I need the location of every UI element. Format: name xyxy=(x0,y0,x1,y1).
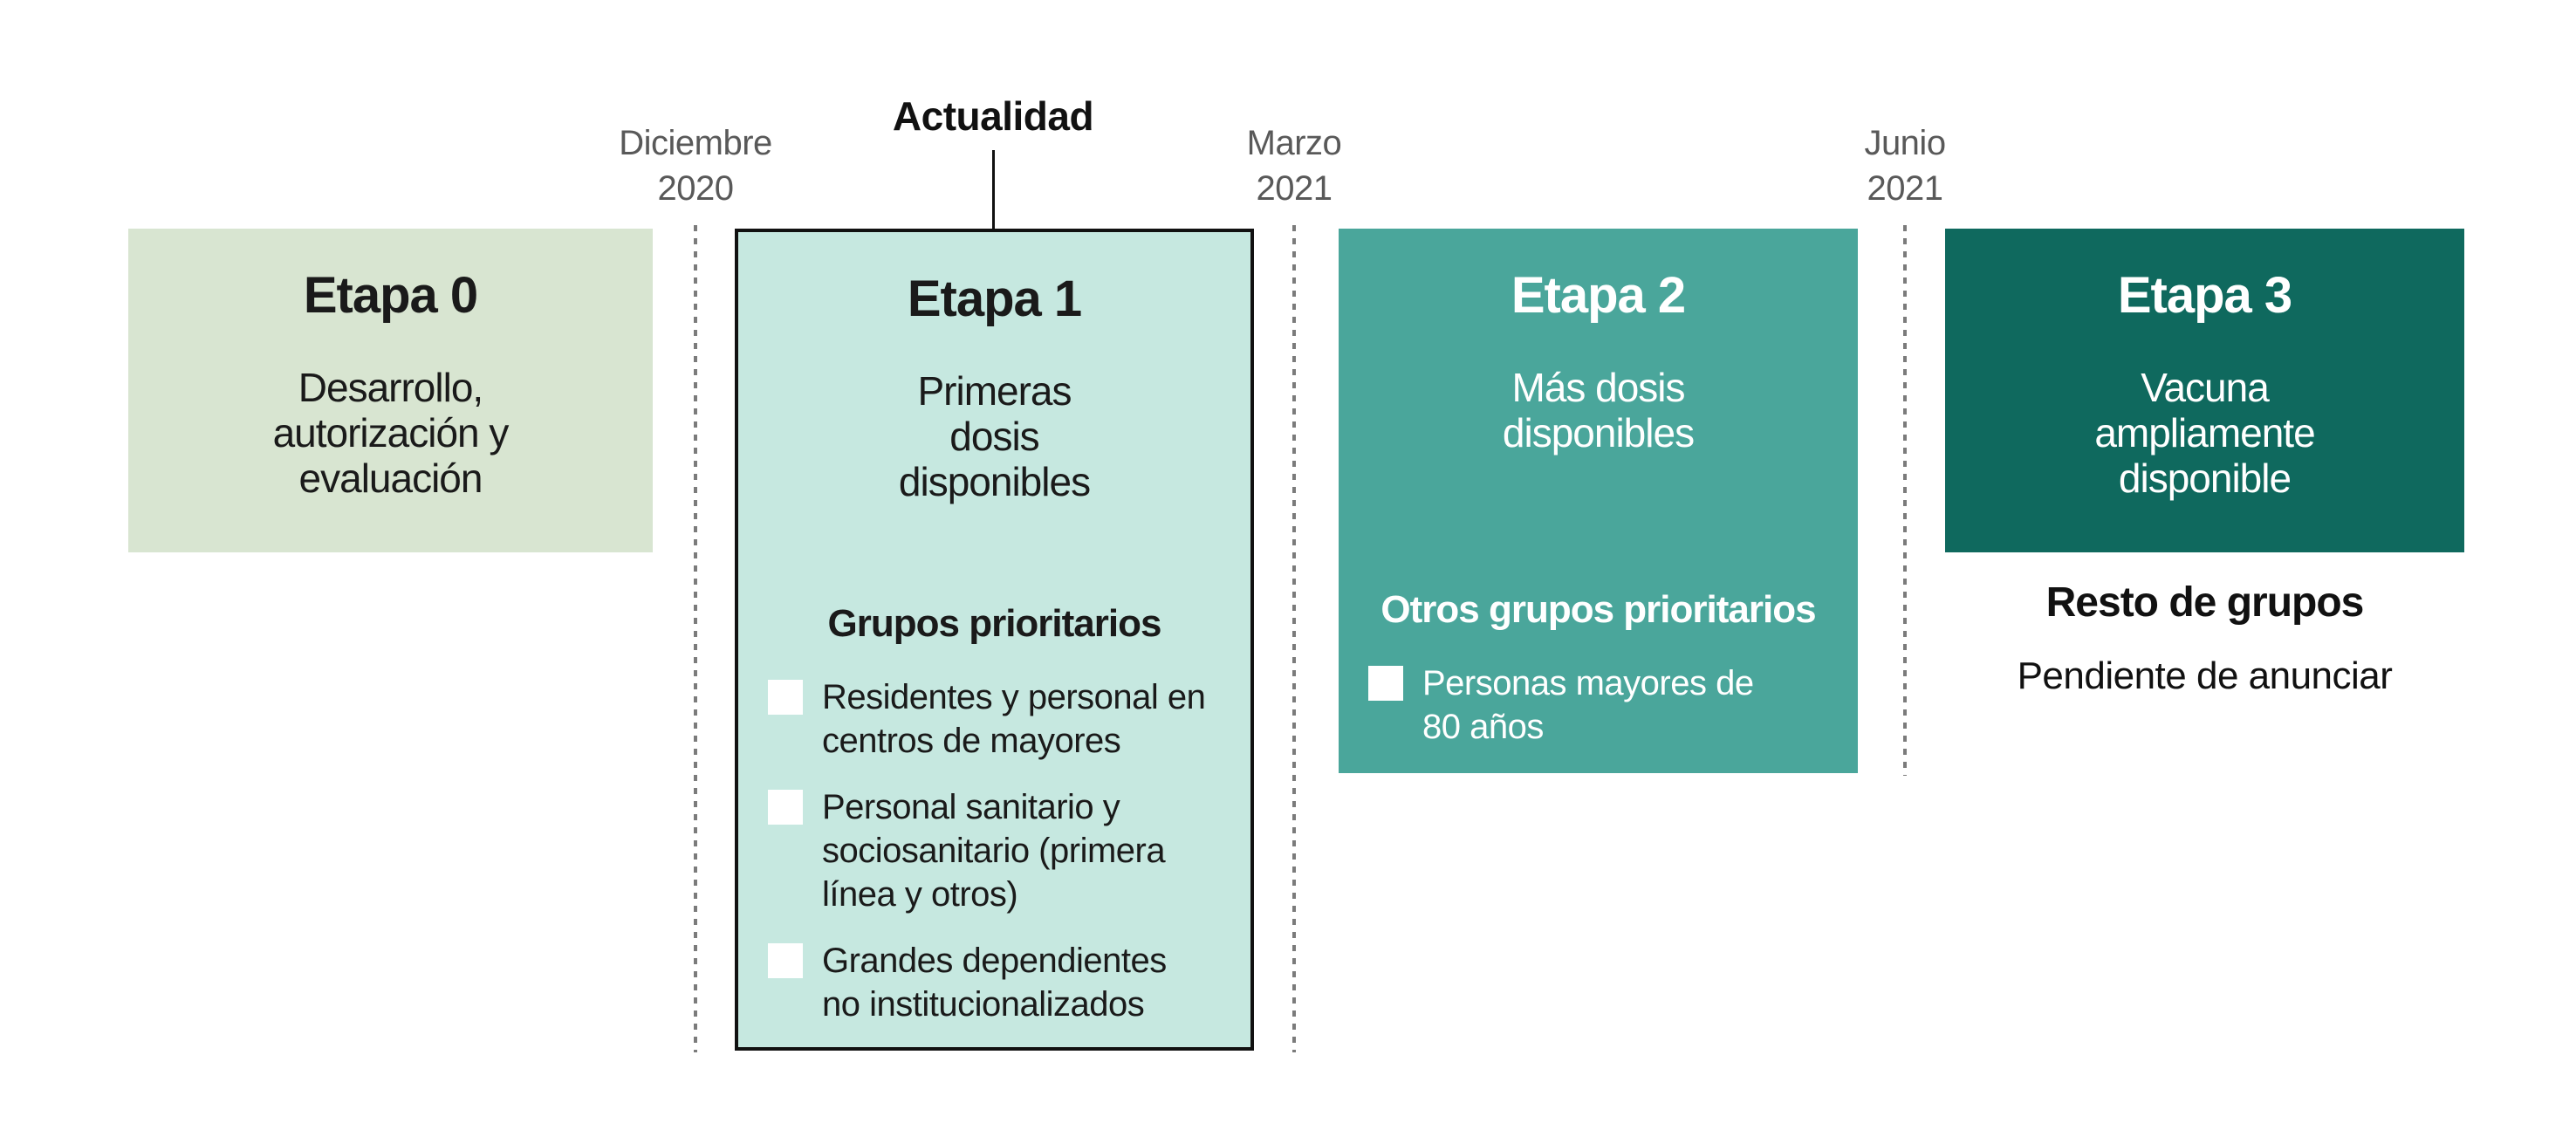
list-item: Personal sanitario y sociosanitario (pri… xyxy=(768,785,1224,916)
group-item-text: Personas mayores de 80 años xyxy=(1422,664,1754,746)
list-item: Grandes dependientes no institucionaliza… xyxy=(768,939,1224,1026)
bullet-square-icon xyxy=(768,680,803,715)
marker-month: Junio xyxy=(1864,124,1946,162)
marker-month: Marzo xyxy=(1246,124,1342,162)
marker-month: Diciembre xyxy=(619,124,772,162)
stage-box-etapa-2: Etapa 2 Más dosis disponibles Otros grup… xyxy=(1339,229,1858,773)
stage-description: Desarrollo, autorización y evaluación xyxy=(272,365,510,501)
marker-year: 2020 xyxy=(657,169,734,208)
stage-title: Etapa 0 xyxy=(303,267,478,324)
timeline-dashed-line-junio xyxy=(1903,225,1907,776)
stage-box-etapa-3: Etapa 3 Vacuna ampliamente disponible xyxy=(1945,229,2464,552)
list-item: Residentes y personal en centros de mayo… xyxy=(768,675,1224,763)
timeline-marker-label-marzo-2021: Marzo 2021 xyxy=(1137,120,1451,211)
timeline-marker-label-junio-2021: Junio 2021 xyxy=(1748,120,2062,211)
priority-groups-list: Personas mayores de 80 años xyxy=(1339,661,1858,749)
stage-footer-heading: Resto de grupos xyxy=(2045,579,2365,626)
stage-box-etapa-0: Etapa 0 Desarrollo, autorización y evalu… xyxy=(128,229,653,552)
stage-title: Etapa 3 xyxy=(2117,267,2292,324)
groups-heading: Grupos prioritarios xyxy=(827,602,1162,645)
groups-heading: Otros grupos prioritarios xyxy=(1380,588,1816,631)
list-item: Personas mayores de 80 años xyxy=(1368,661,1832,749)
now-connector-line xyxy=(992,150,995,230)
stage-footer-note: Pendiente de anunciar xyxy=(2017,654,2393,697)
stage-description: Más dosis disponibles xyxy=(1502,365,1695,456)
priority-groups-list: Residentes y personal en centros de mayo… xyxy=(738,675,1250,1026)
bullet-square-icon xyxy=(768,943,803,978)
now-label: Actualidad xyxy=(892,93,1094,139)
stage-box-etapa-1: Etapa 1 Primeras dosis disponibles Grupo… xyxy=(735,229,1254,1051)
group-item-text: Residentes y personal en centros de mayo… xyxy=(822,678,1206,760)
bullet-square-icon xyxy=(768,790,803,825)
timeline-marker-label-diciembre-2020: Diciembre 2020 xyxy=(538,120,853,211)
stage-description: Vacuna ampliamente disponible xyxy=(2094,365,2315,501)
timeline-dashed-line-marzo xyxy=(1292,225,1296,1052)
stage-title: Etapa 2 xyxy=(1511,267,1686,324)
stage-3-footer: Resto de grupos Pendiente de anunciar xyxy=(1945,579,2464,698)
group-item-text: Personal sanitario y sociosanitario (pri… xyxy=(822,788,1166,914)
marker-year: 2021 xyxy=(1256,169,1333,208)
marker-year: 2021 xyxy=(1867,169,1943,208)
stage-title: Etapa 1 xyxy=(907,271,1082,327)
stage-description: Primeras dosis disponibles xyxy=(898,368,1091,504)
group-item-text: Grandes dependientes no institucionaliza… xyxy=(822,942,1167,1024)
timeline-dashed-line-diciembre xyxy=(694,225,697,1052)
bullet-square-icon xyxy=(1368,666,1403,701)
